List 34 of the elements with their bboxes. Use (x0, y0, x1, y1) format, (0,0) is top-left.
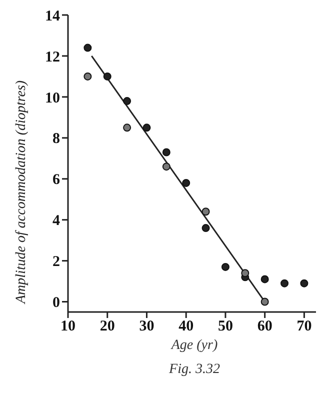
point (182, 178, 190, 187)
x-tick-label: 60 (257, 318, 272, 335)
y-tick-label: 12 (45, 49, 60, 66)
point (162, 148, 170, 156)
y-tick-label: 8 (52, 131, 60, 148)
point (123, 124, 132, 132)
y-tick-label: 4 (52, 213, 60, 230)
x-axis-title: Age (yr) (170, 338, 219, 354)
point (84, 44, 92, 52)
point (280, 279, 289, 288)
y-tick-label: 0 (52, 295, 60, 312)
x-tick-label: 40 (178, 318, 194, 335)
point (202, 208, 210, 216)
point (123, 97, 132, 106)
point (142, 124, 151, 132)
x-tick-label: 20 (100, 318, 115, 335)
point (84, 72, 92, 80)
point (241, 269, 250, 278)
y-tick-label: 14 (45, 8, 60, 24)
y-tick-label: 6 (52, 172, 60, 188)
x-tick-label: 50 (218, 318, 233, 335)
point (260, 275, 269, 284)
point (103, 72, 112, 80)
point (162, 162, 170, 171)
point (260, 298, 269, 306)
point (202, 224, 210, 232)
y-tick-label: 10 (45, 90, 60, 106)
y-tick-label: 2 (52, 254, 60, 270)
x-tick-label: 70 (296, 318, 312, 335)
y-axis-title: Amplitude of accommodation (dioptres) (14, 80, 29, 304)
caption: Fig. 3.32 (168, 362, 221, 378)
x-tick-label: 30 (139, 318, 154, 335)
point (221, 262, 230, 271)
point (300, 279, 308, 288)
